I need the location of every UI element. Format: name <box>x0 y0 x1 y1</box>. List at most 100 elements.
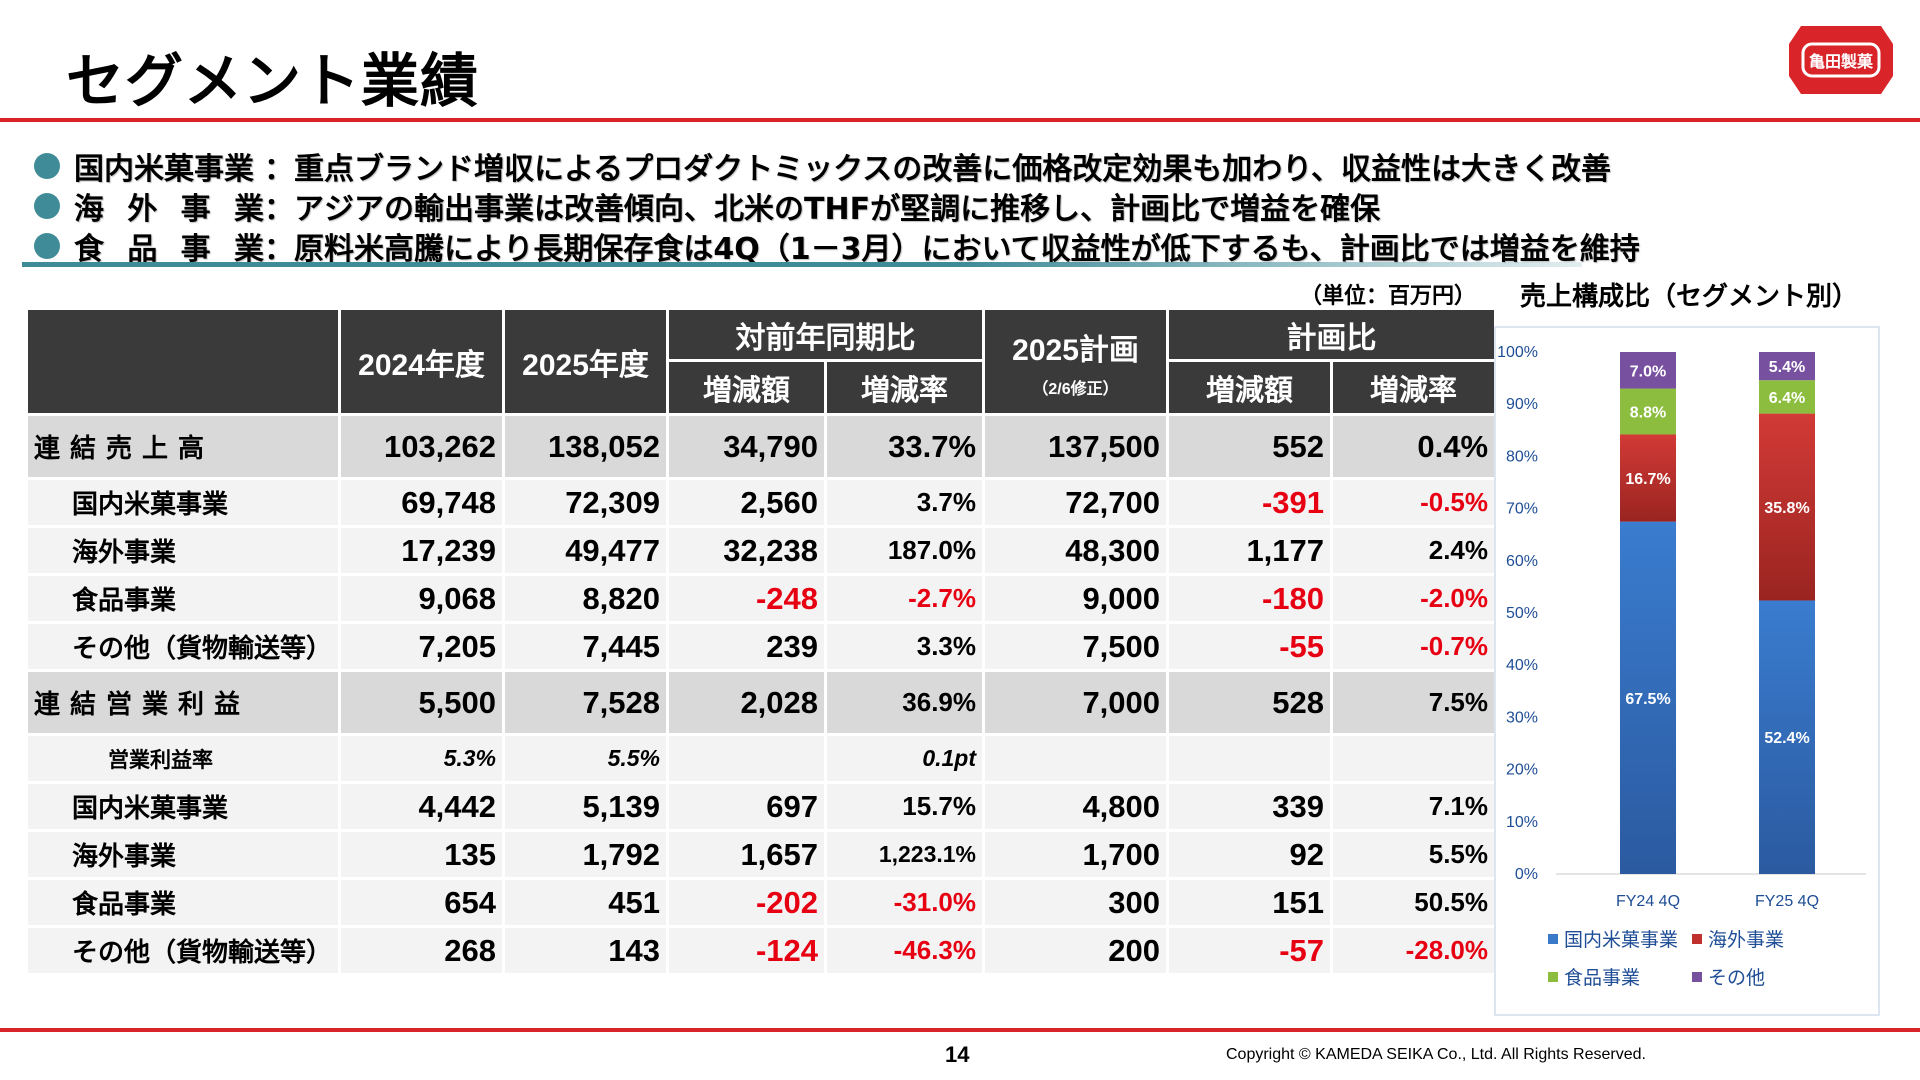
cell-fy2024: 268 <box>341 928 506 976</box>
cell-plan-rate: 2.4% <box>1333 528 1498 576</box>
cell-plan: 200 <box>985 928 1170 976</box>
cell-fy2025: 7,445 <box>505 624 670 672</box>
page-title: セグメント業績 <box>66 47 480 115</box>
cell-yoy-rate: 3.3% <box>827 624 986 672</box>
bar-segment <box>1759 380 1815 414</box>
cell-plan: 7,500 <box>985 624 1170 672</box>
table-row-sales-domestic: 国内米菓事業 69,748 72,309 2,560 3.7% 72,700 -… <box>28 480 1498 528</box>
bar-segment <box>1759 413 1815 601</box>
cell-plan-amount: -55 <box>1169 624 1334 672</box>
table-row-op-margin: 営業利益率 5.3% 5.5% 0.1pt <box>28 736 1498 784</box>
segment-table: 2024年度 2025年度 対前年同期比 2025計画 （2/6修正） 計画比 … <box>28 310 1498 976</box>
bullet-label-char: 事 <box>180 192 211 227</box>
data-label: 16.7% <box>1625 471 1670 488</box>
row-label: その他（貨物輸送等） <box>28 928 342 976</box>
cell-plan: 137,500 <box>985 416 1170 480</box>
legend-label: 国内米菓事業 <box>1564 929 1678 951</box>
cell-plan-amount: 92 <box>1169 832 1334 880</box>
company-logo: 亀田製菓 <box>1789 26 1893 94</box>
title-divider <box>0 118 1920 122</box>
cell-yoy-rate: -31.0% <box>827 880 986 928</box>
cell-plan-amount: 528 <box>1169 672 1334 736</box>
bullet-label: 海 外 事 業 <box>74 184 264 228</box>
cell-plan-rate: 7.5% <box>1333 672 1498 736</box>
cell-fy2024: 5,500 <box>341 672 506 736</box>
data-label: 8.8% <box>1630 405 1666 422</box>
cell-plan-rate: 50.5% <box>1333 880 1498 928</box>
cell-fy2025: 7,528 <box>505 672 670 736</box>
data-label: 35.8% <box>1764 500 1809 517</box>
header-plan-amount: 増減額 <box>1169 362 1334 416</box>
bullet-label-char: 業 <box>233 192 264 227</box>
cell-plan: 72,700 <box>985 480 1170 528</box>
row-label: 連結売上高 <box>28 416 342 480</box>
y-tick-label: 10% <box>1506 814 1538 831</box>
cell-yoy-amount: -124 <box>669 928 828 976</box>
bullet-label-char: 品 <box>127 232 158 267</box>
cell-yoy-amount: 32,238 <box>669 528 828 576</box>
cell-plan-amount: 151 <box>1169 880 1334 928</box>
row-label: その他（貨物輸送等） <box>28 624 342 672</box>
cell-plan: 4,800 <box>985 784 1170 832</box>
cell-fy2024: 5.3% <box>341 736 506 784</box>
cell-yoy-amount: 34,790 <box>669 416 828 480</box>
bullet-label-char: 食 <box>74 232 104 267</box>
y-tick-label: 0% <box>1515 866 1538 883</box>
cell-fy2024: 654 <box>341 880 506 928</box>
cell-plan <box>985 736 1170 784</box>
bullet-text: ：アジアの輸出事業は改善傾向、北米のTHFが堅調に推移し、計画比で増益を確保 <box>264 192 1381 227</box>
cell-fy2024: 135 <box>341 832 506 880</box>
table-row-sales-overseas: 海外事業 17,239 49,477 32,238 187.0% 48,300 … <box>28 528 1498 576</box>
bullet-food: 食 品 事 業 ：原料米高騰により長期保存食は4Q（1－3月）において収益性が低… <box>34 224 1640 268</box>
bullet-label: 食 品 事 業 <box>74 224 264 268</box>
cell-plan-amount: -57 <box>1169 928 1334 976</box>
legend-swatch <box>1548 934 1558 944</box>
table-row-consolidated-op-income: 連結営業利益 5,500 7,528 2,028 36.9% 7,000 528… <box>28 672 1498 736</box>
cell-plan-amount: 1,177 <box>1169 528 1334 576</box>
row-label: 連結営業利益 <box>28 672 342 736</box>
cell-fy2025: 1,792 <box>505 832 670 880</box>
bullet-label-char: 外 <box>127 192 158 227</box>
cell-fy2025: 138,052 <box>505 416 670 480</box>
header-plan-note: （2/6修正） <box>1032 380 1119 398</box>
data-label: 5.4% <box>1769 359 1805 376</box>
stacked-bar-chart: 0% 10% 20% 30% 40% 50% 60% 70% 80% 90% 100% 67.5% 16… <box>1497 344 1866 989</box>
cell-fy2024: 103,262 <box>341 416 506 480</box>
cell-plan-amount: 552 <box>1169 416 1334 480</box>
table-row-op-other: その他（貨物輸送等） 268 143 -124 -46.3% 200 -57 -… <box>28 928 1498 976</box>
cell-yoy-rate: 0.1pt <box>827 736 986 784</box>
bullet-overseas: 海 外 事 業 ：アジアの輸出事業は改善傾向、北米のTHFが堅調に推移し、計画比… <box>34 184 1640 228</box>
cell-yoy-amount: 1,657 <box>669 832 828 880</box>
cell-plan: 9,000 <box>985 576 1170 624</box>
row-label: 営業利益率 <box>28 736 342 784</box>
cell-plan: 300 <box>985 880 1170 928</box>
header-yoy-amount: 増減額 <box>669 362 828 416</box>
chart-panel: 0% 10% 20% 30% 40% 50% 60% 70% 80% 90% 100% 67.5% 16… <box>1494 326 1880 1016</box>
cell-fy2024: 9,068 <box>341 576 506 624</box>
cell-fy2025: 5,139 <box>505 784 670 832</box>
cell-plan-amount: -391 <box>1169 480 1334 528</box>
header-yoy-rate: 増減率 <box>827 362 986 416</box>
table-row-sales-food: 食品事業 9,068 8,820 -248 -2.7% 9,000 -180 -… <box>28 576 1498 624</box>
cell-plan-rate: 5.5% <box>1333 832 1498 880</box>
footer-divider <box>0 1028 1920 1032</box>
cell-fy2025: 5.5% <box>505 736 670 784</box>
legend-swatch <box>1692 934 1702 944</box>
bar-segment <box>1759 600 1815 874</box>
legend-swatch <box>1692 972 1702 982</box>
cell-yoy-rate: -2.7% <box>827 576 986 624</box>
cell-fy2024: 4,442 <box>341 784 506 832</box>
cell-plan-rate: -0.5% <box>1333 480 1498 528</box>
header-fy2025: 2025年度 <box>505 310 670 416</box>
legend-label: 食品事業 <box>1564 967 1640 989</box>
cell-plan-rate <box>1333 736 1498 784</box>
cell-fy2025: 451 <box>505 880 670 928</box>
y-tick-label: 70% <box>1506 501 1538 518</box>
row-label: 国内米菓事業 <box>28 784 342 832</box>
cell-yoy-amount: 2,560 <box>669 480 828 528</box>
data-label: 52.4% <box>1764 730 1809 747</box>
cell-yoy-amount: -202 <box>669 880 828 928</box>
data-label: 6.4% <box>1769 390 1805 407</box>
row-label: 海外事業 <box>28 528 342 576</box>
row-label: 食品事業 <box>28 576 342 624</box>
